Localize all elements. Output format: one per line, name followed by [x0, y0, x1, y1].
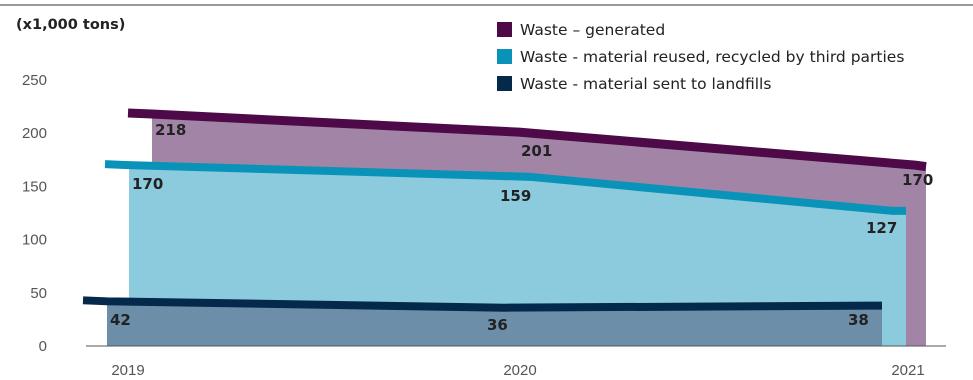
y-tick-label: 0 — [39, 338, 47, 355]
y-tick-label: 150 — [22, 178, 47, 195]
x-axis: 2019 2020 2021 — [86, 345, 946, 379]
y-tick-label: 250 — [22, 72, 47, 89]
data-label-recycled-2021: 127 — [866, 219, 897, 237]
data-labels: 218 201 170 170 159 127 42 36 38 — [110, 121, 933, 334]
legend-label-generated: Waste – generated — [520, 21, 665, 39]
data-label-recycled-2020: 159 — [500, 187, 531, 205]
data-label-generated-2021: 170 — [902, 171, 933, 189]
legend-swatch-recycled — [497, 49, 512, 64]
line-generated — [127, 108, 927, 172]
plot-area — [82, 108, 927, 346]
y-tick-label: 200 — [22, 125, 47, 142]
legend: Waste – generated Waste - material reused… — [497, 21, 904, 93]
x-tick-label: 2020 — [503, 362, 536, 379]
legend-swatch-generated — [497, 22, 512, 37]
area-recycled — [129, 165, 906, 346]
y-tick-label: 50 — [30, 285, 47, 302]
x-tick-label: 2021 — [891, 362, 924, 379]
data-label-generated-2020: 201 — [521, 142, 552, 160]
area-landfill — [107, 301, 882, 346]
line-landfill — [82, 296, 882, 312]
y-axis: 0 50 100 150 200 250 — [22, 72, 47, 355]
line-recycled — [104, 160, 906, 215]
data-label-generated-2019: 218 — [155, 121, 186, 139]
data-label-landfill-2020: 36 — [487, 316, 508, 334]
data-label-landfill-2019: 42 — [110, 311, 131, 329]
y-tick-label: 100 — [22, 232, 47, 249]
legend-label-recycled: Waste - material reused, recycled by thi… — [520, 48, 904, 66]
legend-swatch-landfill — [497, 76, 512, 91]
data-label-recycled-2019: 170 — [132, 175, 163, 193]
data-label-landfill-2021: 38 — [848, 311, 869, 329]
legend-label-landfill: Waste - material sent to landfills — [520, 75, 771, 93]
unit-label: (x1,000 tons) — [16, 17, 125, 33]
x-tick-label: 2019 — [111, 362, 144, 379]
